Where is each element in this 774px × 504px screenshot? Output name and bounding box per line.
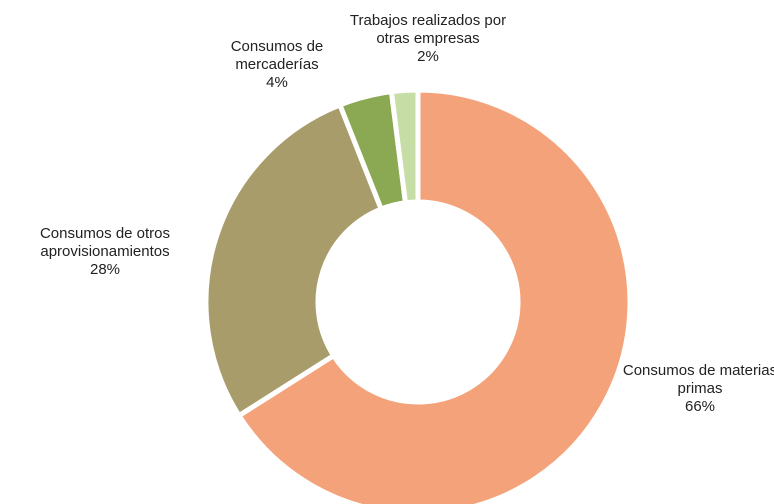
category-name: Trabajos realizados por otras empresas bbox=[349, 12, 507, 47]
slice bbox=[388, 87, 421, 206]
slice bbox=[203, 101, 385, 420]
percent-label: 4% bbox=[266, 74, 288, 91]
slice-label: Consumos de mercaderías 4% bbox=[207, 38, 347, 92]
percent-label: 66% bbox=[684, 398, 716, 415]
percent-label: 28% bbox=[89, 261, 121, 278]
slice-label: Consumos de otros aprovisionamientos 28% bbox=[5, 225, 205, 279]
percent-label: 2% bbox=[417, 48, 439, 65]
category-name: Consumos de otros aprovisionamientos bbox=[39, 225, 171, 260]
category-name: Consumos de materias primas bbox=[622, 362, 774, 397]
slice bbox=[235, 87, 633, 504]
slice-label: Trabajos realizados por otras empresas 2% bbox=[343, 12, 513, 66]
slice-label: Consumos de materias primas 66% bbox=[620, 362, 774, 416]
category-name: Consumos de mercaderías bbox=[230, 38, 324, 73]
